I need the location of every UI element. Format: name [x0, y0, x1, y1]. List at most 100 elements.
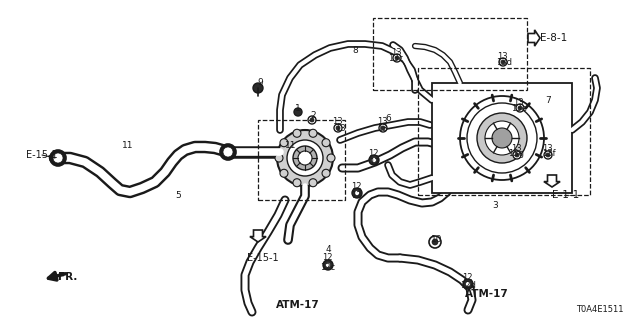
Text: 2: 2 — [310, 110, 316, 119]
Circle shape — [293, 146, 317, 170]
Text: ATM-17: ATM-17 — [465, 289, 509, 299]
Circle shape — [432, 239, 438, 245]
Circle shape — [381, 126, 385, 130]
Circle shape — [277, 130, 333, 186]
Text: 13: 13 — [390, 47, 401, 57]
Circle shape — [223, 147, 233, 157]
Circle shape — [395, 56, 399, 60]
Text: 12: 12 — [351, 190, 361, 199]
Text: 9: 9 — [257, 77, 263, 86]
Text: 13: 13 — [332, 116, 342, 125]
Bar — [418, 68, 590, 195]
Polygon shape — [250, 230, 266, 242]
Circle shape — [326, 262, 330, 268]
Circle shape — [293, 179, 301, 187]
Circle shape — [322, 169, 330, 177]
Circle shape — [308, 116, 316, 124]
Circle shape — [294, 108, 302, 116]
Circle shape — [220, 144, 236, 160]
Polygon shape — [544, 175, 560, 187]
Circle shape — [280, 139, 288, 147]
Text: 13: 13 — [497, 52, 508, 60]
Text: 13: 13 — [513, 98, 524, 107]
Circle shape — [287, 140, 323, 176]
Text: E-15-1: E-15-1 — [26, 150, 58, 160]
Text: E-8-1: E-8-1 — [540, 33, 568, 43]
Circle shape — [293, 129, 301, 137]
Text: E-15-1: E-15-1 — [247, 253, 279, 263]
Text: 13c: 13c — [388, 53, 404, 62]
Text: 12c: 12c — [321, 263, 335, 273]
Circle shape — [309, 129, 317, 137]
Circle shape — [369, 155, 379, 165]
Text: 13e: 13e — [511, 103, 527, 113]
Text: E-1-1: E-1-1 — [552, 190, 580, 200]
Circle shape — [516, 104, 524, 112]
Circle shape — [393, 54, 401, 62]
Text: 4: 4 — [325, 245, 331, 254]
Circle shape — [465, 282, 470, 286]
Circle shape — [492, 128, 512, 148]
Circle shape — [355, 190, 360, 196]
Text: 12: 12 — [369, 157, 380, 166]
Text: T0A4E1511: T0A4E1511 — [576, 306, 624, 315]
Text: 13g: 13g — [508, 148, 524, 157]
Circle shape — [513, 151, 521, 159]
Circle shape — [429, 236, 441, 248]
Circle shape — [467, 103, 537, 173]
Text: 12: 12 — [368, 148, 378, 157]
Circle shape — [544, 151, 552, 159]
Circle shape — [546, 153, 550, 157]
Text: 13: 13 — [377, 116, 387, 125]
Text: 13d: 13d — [496, 58, 512, 67]
Bar — [373, 18, 527, 90]
Text: 3: 3 — [492, 201, 498, 210]
Circle shape — [298, 151, 312, 165]
Circle shape — [280, 169, 288, 177]
Text: 8: 8 — [352, 45, 358, 54]
Circle shape — [327, 154, 335, 162]
Circle shape — [309, 179, 317, 187]
Circle shape — [518, 106, 522, 110]
Circle shape — [460, 96, 544, 180]
Text: 6: 6 — [385, 114, 391, 123]
Circle shape — [463, 279, 473, 289]
Text: 12: 12 — [351, 181, 361, 190]
Circle shape — [477, 113, 527, 163]
Text: 11: 11 — [122, 140, 134, 149]
Circle shape — [515, 153, 519, 157]
Circle shape — [310, 118, 314, 122]
Polygon shape — [528, 30, 540, 46]
Circle shape — [334, 124, 342, 132]
Text: 13f: 13f — [542, 148, 556, 157]
Text: 1: 1 — [295, 103, 301, 113]
Text: 13: 13 — [377, 124, 387, 132]
Circle shape — [499, 58, 507, 66]
Circle shape — [50, 150, 66, 166]
Circle shape — [336, 126, 340, 130]
Circle shape — [323, 260, 333, 270]
Text: 11: 11 — [285, 140, 297, 149]
Text: 12: 12 — [322, 253, 332, 262]
Circle shape — [53, 153, 63, 163]
Bar — [432, 83, 572, 193]
Text: 5: 5 — [175, 191, 181, 201]
Text: 13: 13 — [511, 143, 522, 153]
Circle shape — [485, 121, 519, 155]
Circle shape — [371, 157, 376, 163]
Circle shape — [253, 83, 263, 93]
Text: FR.: FR. — [58, 272, 77, 282]
Circle shape — [322, 139, 330, 147]
Text: 13: 13 — [541, 143, 552, 153]
Circle shape — [501, 60, 505, 64]
Text: 10: 10 — [431, 236, 443, 244]
Circle shape — [352, 188, 362, 198]
Circle shape — [275, 154, 283, 162]
Text: 12: 12 — [461, 273, 472, 282]
Text: ATM-17: ATM-17 — [276, 300, 320, 310]
Text: 12d: 12d — [460, 282, 476, 291]
Circle shape — [379, 124, 387, 132]
Text: 7: 7 — [545, 95, 551, 105]
Text: 13: 13 — [335, 124, 346, 132]
Bar — [258, 120, 345, 200]
